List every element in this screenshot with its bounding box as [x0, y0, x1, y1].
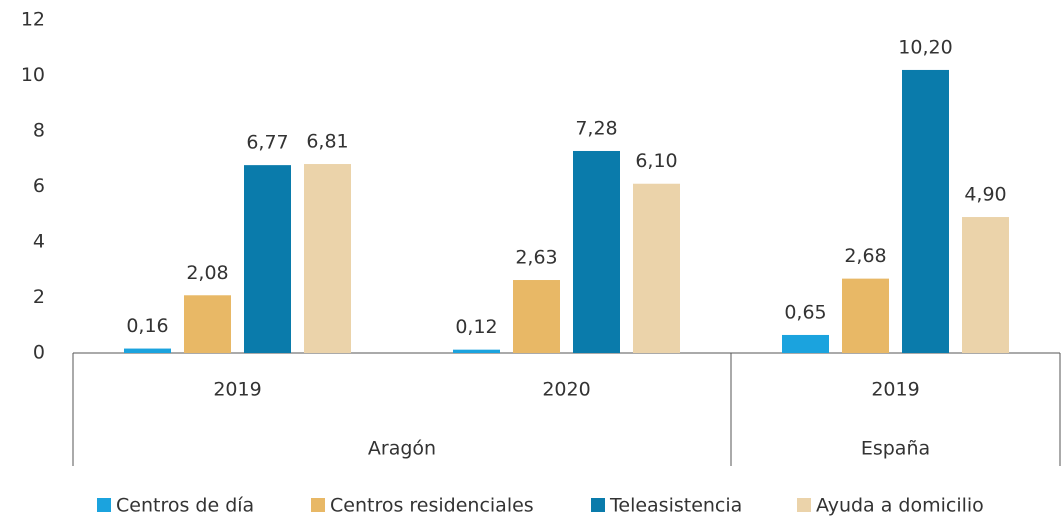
bar: [842, 278, 889, 353]
bar: [124, 348, 171, 353]
bar: [902, 69, 949, 353]
y-tick-label: 12: [21, 9, 45, 31]
y-tick-label: 10: [21, 64, 45, 86]
legend-swatch: [97, 498, 111, 512]
bar: [453, 349, 500, 353]
value-label: 4,90: [964, 184, 1006, 206]
value-label: 10,20: [898, 36, 952, 58]
y-tick-label: 4: [33, 231, 45, 253]
y-tick-label: 8: [33, 120, 45, 142]
legend-label: Centros residenciales: [330, 495, 534, 517]
legend-swatch: [311, 498, 325, 512]
bar: [962, 217, 1009, 353]
x-tick-label: 2020: [542, 379, 590, 401]
value-label: 7,28: [575, 117, 617, 139]
legend-label: Centros de día: [116, 495, 254, 517]
bar: [782, 334, 829, 353]
value-label: 0,65: [784, 301, 826, 323]
x-tick-label: 2019: [213, 379, 261, 401]
legend-label: Teleasistencia: [609, 495, 742, 517]
bar: [304, 164, 351, 353]
group-label: Aragón: [368, 438, 436, 460]
bar: [573, 150, 620, 353]
legend-swatch: [591, 498, 605, 512]
y-tick-label: 6: [33, 175, 45, 197]
value-label: 0,12: [455, 316, 497, 338]
bar: [513, 280, 560, 353]
value-label: 2,63: [515, 247, 557, 269]
value-label: 6,10: [635, 150, 677, 172]
value-label: 6,81: [306, 131, 348, 153]
bar: [633, 183, 680, 353]
group-label: España: [861, 438, 930, 460]
value-label: 2,68: [844, 245, 886, 267]
value-label: 0,16: [126, 315, 168, 337]
y-tick-label: 0: [33, 342, 45, 364]
value-label: 2,08: [186, 262, 228, 284]
legend-swatch: [797, 498, 811, 512]
bar: [184, 295, 231, 353]
bar: [244, 165, 291, 353]
x-tick-label: 2019: [871, 379, 919, 401]
value-label: 6,77: [246, 132, 288, 154]
legend-label: Ayuda a domicilio: [816, 495, 984, 517]
y-tick-label: 2: [33, 286, 45, 308]
